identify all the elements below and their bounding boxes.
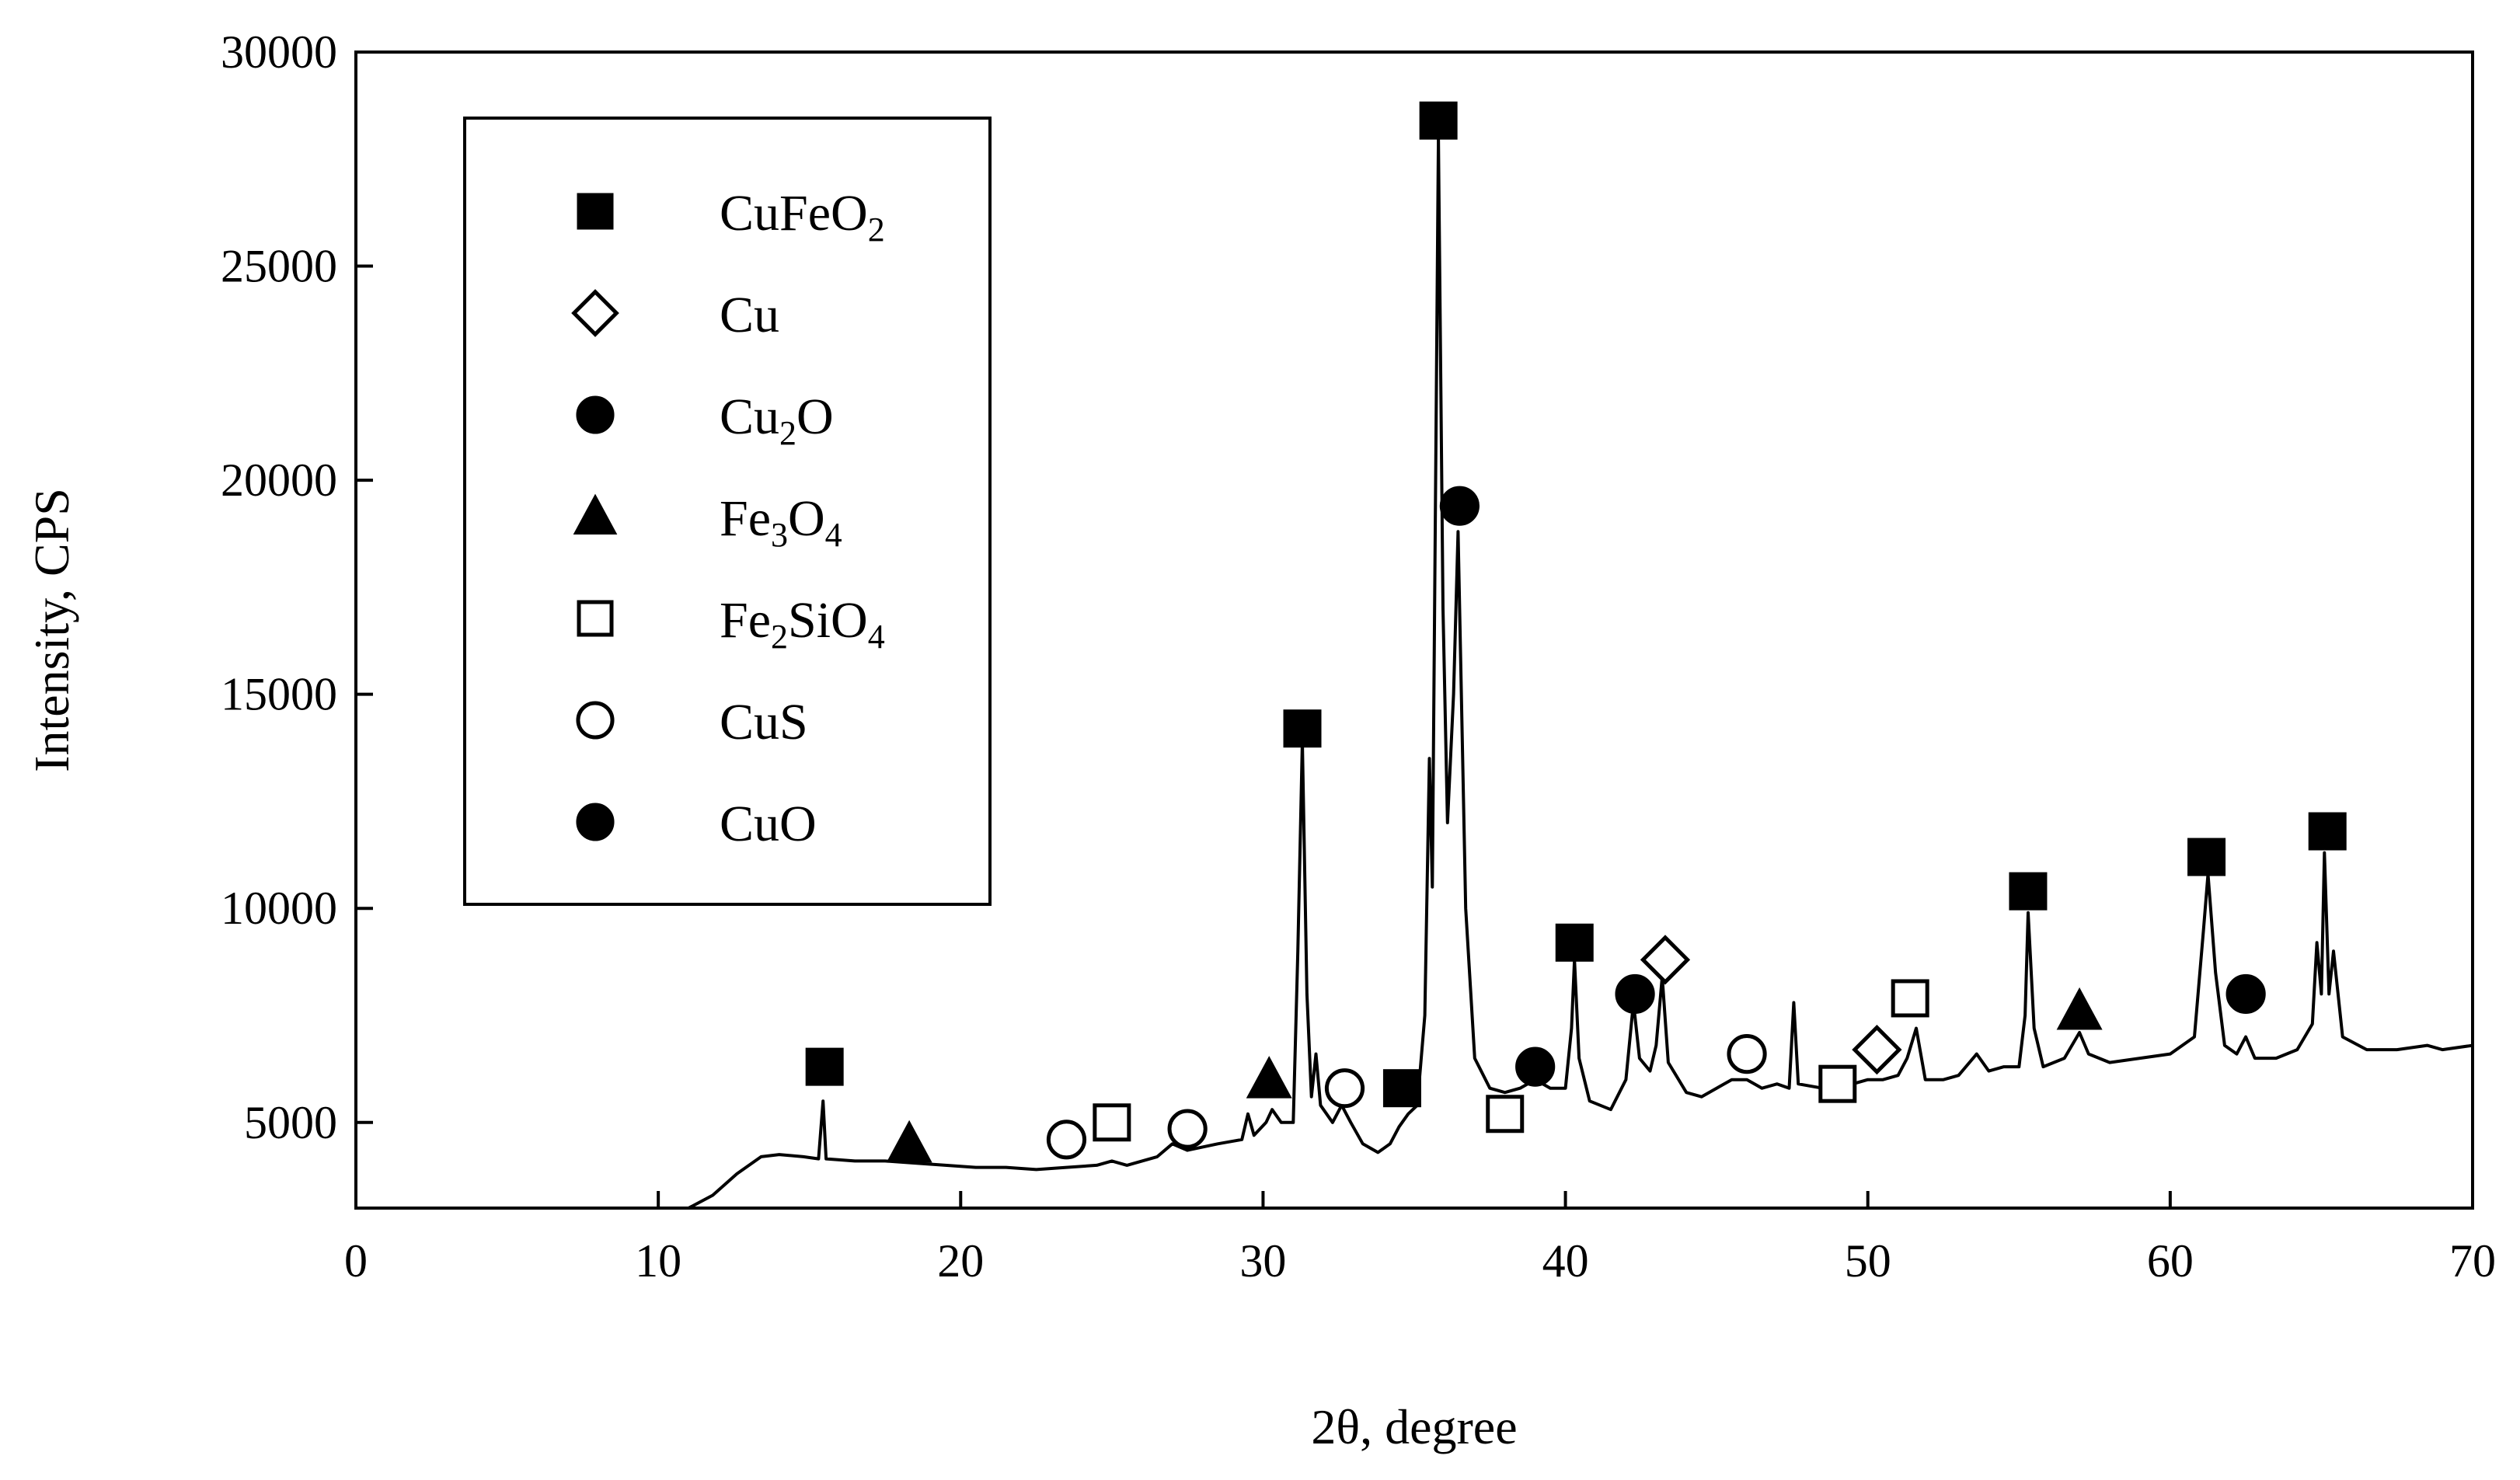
y-tick-label: 30000 xyxy=(221,26,337,78)
peak-marker-cuo xyxy=(1515,1046,1556,1087)
peak-marker-cuo xyxy=(1439,486,1480,526)
y-tick-label: 25000 xyxy=(221,241,337,292)
legend-label-part: 2 xyxy=(868,211,885,249)
legend-label-part: O xyxy=(788,490,825,547)
peak-marker-fe2sio4 xyxy=(1486,1095,1525,1134)
y-tick-label: 5000 xyxy=(244,1097,337,1148)
plot-area-frame xyxy=(354,50,2474,1210)
legend-label-part: 3 xyxy=(771,516,788,554)
x-tick-label: 0 xyxy=(344,1235,368,1287)
x-tick-label: 50 xyxy=(1845,1235,1891,1287)
legend-marker-cuo xyxy=(576,803,615,841)
legend-label-part: SiO xyxy=(788,592,868,649)
legend-label-fe2sio4: Fe2SiO4 xyxy=(720,592,885,656)
peak-marker-cufeo2 xyxy=(2308,812,2347,851)
peak-marker-cus xyxy=(1324,1068,1365,1109)
peak-marker-cufeo2 xyxy=(2187,838,2226,876)
x-tick-label: 60 xyxy=(2147,1235,2194,1287)
legend-label-part: Fe xyxy=(720,490,771,547)
legend-label-part: Cu xyxy=(720,388,779,445)
peak-marker-cufeo2 xyxy=(805,1047,844,1086)
peak-marker-cu2o xyxy=(1615,973,1655,1015)
peak-marker-cu xyxy=(1852,1024,1902,1075)
legend-marker-cufeo2 xyxy=(577,193,614,230)
legend-label-part: 2 xyxy=(771,618,788,656)
legend-label-part: CuFeO xyxy=(720,185,868,242)
x-axis: 0 10 20 30 40 50 60 70 xyxy=(344,1191,2496,1287)
x-tick-label: 70 xyxy=(2449,1235,2496,1287)
peak-marker-cufeo2 xyxy=(1382,1069,1421,1108)
legend-label-cus: CuS xyxy=(720,694,808,750)
legend-label-cufeo2: CuFeO2 xyxy=(720,185,885,249)
legend-box xyxy=(463,117,992,906)
legend-label-cu2o: Cu2O xyxy=(720,388,834,452)
peak-marker-cuo xyxy=(2225,973,2266,1015)
x-tick-label: 40 xyxy=(1542,1235,1589,1287)
peak-marker-cus xyxy=(1167,1109,1208,1149)
y-axis-title: Intensity, CPS xyxy=(24,488,79,772)
peak-marker-cu xyxy=(1640,935,1691,985)
legend-label-cuo: CuO xyxy=(720,796,817,852)
legend-label-part: 4 xyxy=(868,618,885,656)
legend-marker-cus xyxy=(576,701,615,740)
x-tick-label: 20 xyxy=(937,1235,984,1287)
y-tick-label: 10000 xyxy=(221,883,337,934)
legend-label-part: Fe xyxy=(720,592,771,649)
x-tick-label: 30 xyxy=(1239,1235,1286,1287)
legend-marker-fe2sio4 xyxy=(577,600,614,637)
legend-marker-fe3o4 xyxy=(573,493,618,535)
legend-label-part: CuS xyxy=(720,694,808,750)
peak-marker-cufeo2 xyxy=(1555,923,1594,962)
y-axis: 5000 10000 15000 20000 25000 30000 xyxy=(221,26,373,1148)
x-axis-title: 2θ, degree xyxy=(1311,1399,1517,1454)
peak-marker-cufeo2 xyxy=(2009,872,2048,911)
peak-markers xyxy=(805,101,2347,1163)
y-tick-label: 20000 xyxy=(221,454,337,506)
peak-marker-cufeo2 xyxy=(1283,709,1322,748)
legend-label-part: Cu xyxy=(720,287,779,343)
peak-marker-fe3o4 xyxy=(1246,1056,1292,1099)
legend-marker-cu xyxy=(571,289,619,337)
legend-label-cu: Cu xyxy=(720,287,779,343)
legend-label-part: 4 xyxy=(825,516,842,554)
peak-marker-cufeo2 xyxy=(1419,101,1458,140)
legend-label-part: 2 xyxy=(779,414,796,452)
peak-marker-cus xyxy=(1046,1120,1087,1160)
peak-marker-fe2sio4 xyxy=(1891,979,1929,1018)
x-tick-label: 10 xyxy=(635,1235,681,1287)
legend-label-part: O xyxy=(796,388,834,445)
y-tick-label: 15000 xyxy=(221,669,337,720)
peak-marker-cus xyxy=(1727,1034,1767,1074)
peak-marker-fe3o4 xyxy=(886,1120,932,1163)
legend-label-fe3o4: Fe3O4 xyxy=(720,490,842,554)
legend-label-part: CuO xyxy=(720,796,817,852)
peak-marker-fe3o4 xyxy=(2056,987,2103,1030)
legend-marker-cu2o xyxy=(576,395,615,434)
peak-marker-fe2sio4 xyxy=(1093,1103,1131,1142)
peak-marker-fe2sio4 xyxy=(1818,1064,1857,1103)
